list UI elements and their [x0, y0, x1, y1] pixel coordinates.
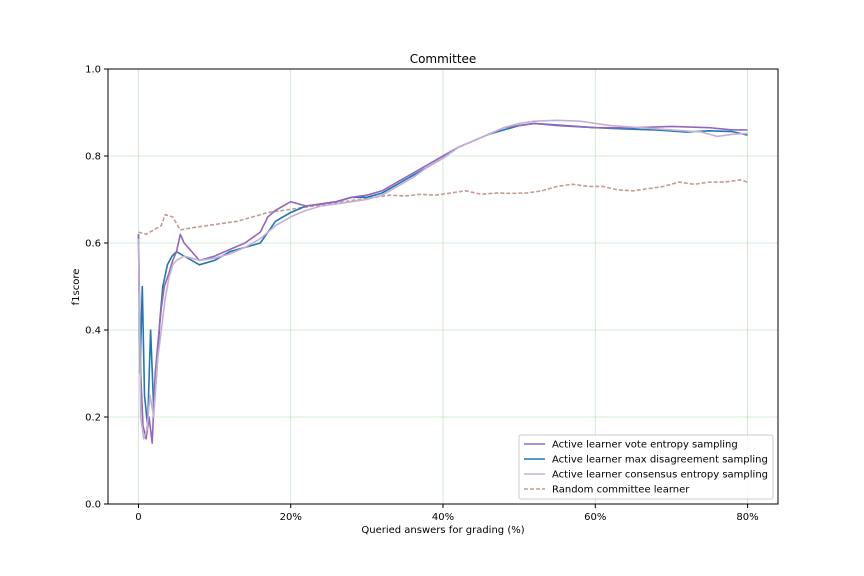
series-line: [138, 179, 748, 236]
y-tick-label: 0.8: [85, 152, 101, 163]
legend-box: [518, 434, 774, 500]
x-tick-label: 80%: [736, 512, 758, 523]
legend-label: Active learner vote entropy sampling: [552, 440, 738, 451]
x-axis-label: Queried answers for grading (%): [361, 525, 524, 536]
y-tick-label: 0.0: [85, 500, 101, 511]
series-line: [137, 119, 748, 440]
plot-series: [137, 119, 748, 444]
y-axis-ticks: 0.0 0.2 0.4 0.6 0.8 1.0: [85, 65, 108, 511]
x-axis-ticks: 0 20% 40% 60% 80%: [135, 504, 759, 523]
y-tick-label: 0.4: [85, 326, 101, 337]
x-tick-label: 40%: [432, 512, 454, 523]
legend: Active learner vote entropy sampling Acti…: [518, 434, 774, 500]
x-tick-label: 60%: [584, 512, 606, 523]
y-tick-label: 0.2: [85, 413, 101, 424]
legend-label: Random committee learner: [552, 485, 690, 496]
legend-label: Active learner consensus entropy samplin…: [552, 470, 768, 481]
chart-title: Committee: [410, 52, 477, 66]
legend-label: Active learner max disagreement sampling: [552, 455, 768, 466]
grid: [108, 69, 778, 504]
y-tick-label: 0.6: [85, 239, 101, 250]
y-tick-label: 1.0: [85, 65, 101, 76]
x-tick-label: 20%: [280, 512, 302, 523]
x-tick-label: 0: [135, 512, 141, 523]
series-line: [137, 122, 748, 444]
y-axis-label: f1score: [71, 269, 82, 306]
